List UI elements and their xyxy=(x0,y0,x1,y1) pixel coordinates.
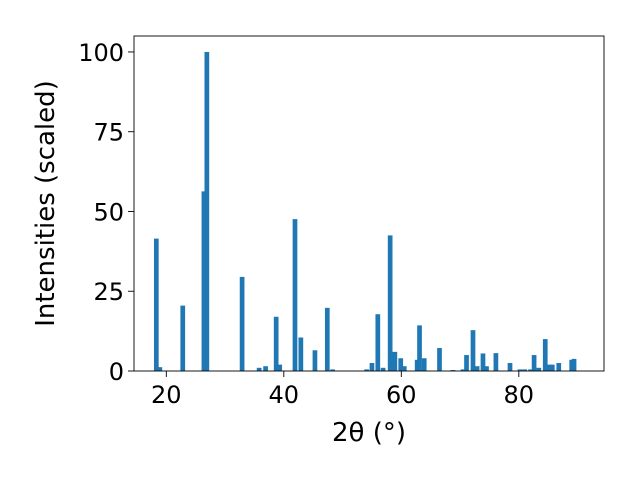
y-tick-label: 75 xyxy=(93,119,124,147)
bar xyxy=(549,364,555,371)
y-tick-label: 50 xyxy=(93,198,124,226)
x-tick-label: 80 xyxy=(504,381,535,409)
bar xyxy=(201,191,207,371)
bar xyxy=(369,363,375,371)
bar xyxy=(153,238,159,371)
bar xyxy=(298,337,304,371)
plot-frame xyxy=(133,35,605,372)
x-axis-ticks: 20 40 60 80 xyxy=(151,371,534,409)
bar xyxy=(380,367,386,371)
bar xyxy=(263,366,268,371)
bar xyxy=(528,369,533,371)
bar xyxy=(460,369,466,371)
bar xyxy=(437,348,442,371)
bar xyxy=(542,339,548,371)
bar xyxy=(256,367,262,371)
bar xyxy=(292,219,298,371)
bar xyxy=(556,363,562,371)
bar xyxy=(571,358,577,371)
x-axis-label: 2θ (°) xyxy=(332,418,406,448)
y-tick-label: 100 xyxy=(78,39,124,67)
bar xyxy=(277,364,283,371)
bar xyxy=(414,359,420,371)
x-tick-label: 40 xyxy=(269,381,300,409)
bar xyxy=(387,235,393,371)
bar xyxy=(507,363,513,371)
bar xyxy=(312,350,318,371)
bar xyxy=(421,358,427,371)
bar xyxy=(330,369,335,371)
y-axis-label: Intensities (scaled) xyxy=(31,80,61,327)
bar xyxy=(239,276,245,371)
y-tick-label: 0 xyxy=(109,358,124,386)
x-tick-label: 20 xyxy=(151,381,182,409)
bar xyxy=(474,366,480,371)
bar xyxy=(204,51,210,371)
y-tick-label: 25 xyxy=(93,278,124,306)
bar xyxy=(531,355,537,371)
bar xyxy=(375,314,381,371)
bar xyxy=(450,370,456,371)
x-tick-label: 60 xyxy=(386,381,417,409)
y-axis-ticks: 0 25 50 75 100 xyxy=(78,39,134,386)
bar xyxy=(546,364,552,371)
bar xyxy=(273,316,279,371)
bar xyxy=(470,330,476,371)
bar xyxy=(522,369,528,371)
bar xyxy=(398,358,404,371)
bar xyxy=(480,353,486,371)
bar xyxy=(364,369,369,371)
bar xyxy=(536,367,542,371)
bar xyxy=(401,366,407,371)
bar xyxy=(392,351,398,371)
bar xyxy=(484,366,489,371)
bar xyxy=(157,367,163,371)
bar xyxy=(180,305,186,371)
bar xyxy=(464,355,469,371)
bar xyxy=(417,325,422,371)
bars-group xyxy=(153,51,577,371)
bar xyxy=(493,353,499,371)
bar xyxy=(517,369,523,371)
bar xyxy=(324,307,330,371)
